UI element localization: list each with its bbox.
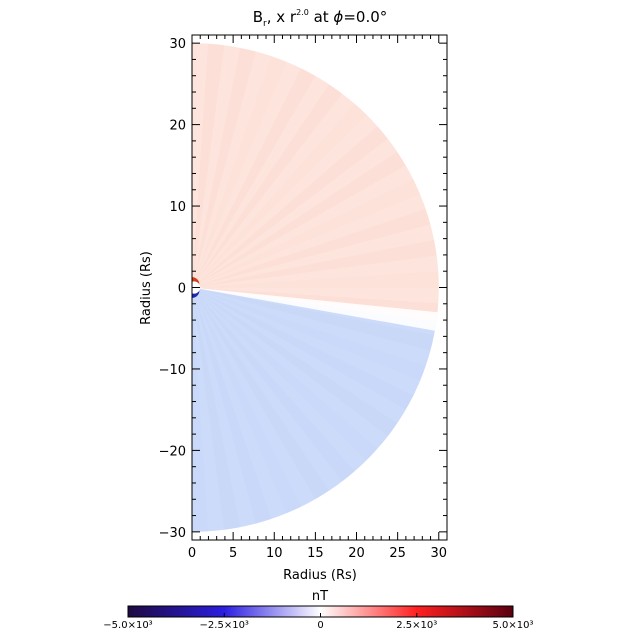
- field-ray: [192, 287, 330, 500]
- x-tick-label: 20: [348, 546, 365, 561]
- x-tick-label: 30: [431, 546, 448, 561]
- field-ray: [192, 287, 355, 482]
- south-hemisphere-field: [192, 287, 437, 532]
- y-tick-label: −20: [159, 444, 186, 459]
- field-map: [192, 43, 439, 532]
- x-axis: 0 5 10 15 20 25 30: [188, 35, 448, 561]
- field-ray: [192, 287, 209, 532]
- field-ray: [192, 43, 225, 288]
- y-tick-label: −10: [159, 363, 186, 378]
- x-tick-label: 10: [266, 546, 283, 561]
- colorbar-tick-label: −2.5×10³: [200, 620, 249, 631]
- field-ray: [192, 287, 435, 351]
- x-tick-label: 5: [229, 546, 237, 561]
- colorbar-ticks: −5.0×10³ −2.5×10³ 0 2.5×10³ 5.0×10³: [103, 613, 534, 631]
- field-ray: [192, 208, 431, 288]
- field-ray: [192, 287, 302, 514]
- field-ray: [192, 271, 439, 288]
- y-tick-label: 0: [178, 282, 186, 297]
- field-ray: [192, 287, 378, 461]
- field-ray: [192, 239, 437, 288]
- field-ray: [192, 179, 420, 288]
- field-ray: [192, 287, 414, 410]
- y-tick-label: 30: [169, 37, 186, 52]
- x-axis-label: Radius (Rs): [283, 568, 357, 583]
- colorbar-tick-label: 5.0×10³: [492, 620, 533, 631]
- field-ray: [192, 103, 367, 288]
- field-ray: [192, 287, 272, 524]
- chart-title: Br, x r2.0 at ϕ=0.0°: [253, 8, 388, 29]
- colorbar-tick-label: 2.5×10³: [396, 620, 437, 631]
- field-ray: [192, 126, 388, 288]
- field-rays: [192, 43, 439, 532]
- field-ray: [192, 56, 287, 288]
- field-ray: [192, 84, 343, 288]
- field-ray: [192, 151, 406, 288]
- x-tick-label: 15: [307, 546, 324, 561]
- y-tick-label: 20: [169, 119, 186, 134]
- y-tick-label: 10: [169, 200, 186, 215]
- colorbar-tick-label: −5.0×10³: [103, 620, 152, 631]
- field-ray: [192, 47, 256, 288]
- field-ray: [192, 68, 316, 288]
- x-tick-label: 0: [188, 546, 196, 561]
- colorbar-label: nT: [312, 589, 328, 604]
- field-ray: [192, 287, 426, 382]
- north-hemisphere-field: [192, 43, 439, 322]
- x-tick-label: 25: [389, 546, 406, 561]
- field-ray: [192, 287, 398, 437]
- y-axis-label: Radius (Rs): [139, 251, 154, 325]
- y-tick-label: −30: [159, 526, 186, 541]
- colorbar-tick-label: 0: [317, 620, 323, 631]
- y-axis: −30 −20 −10 0 10 20 30: [159, 37, 447, 541]
- current-sheet: [192, 287, 438, 331]
- field-ray: [192, 287, 241, 530]
